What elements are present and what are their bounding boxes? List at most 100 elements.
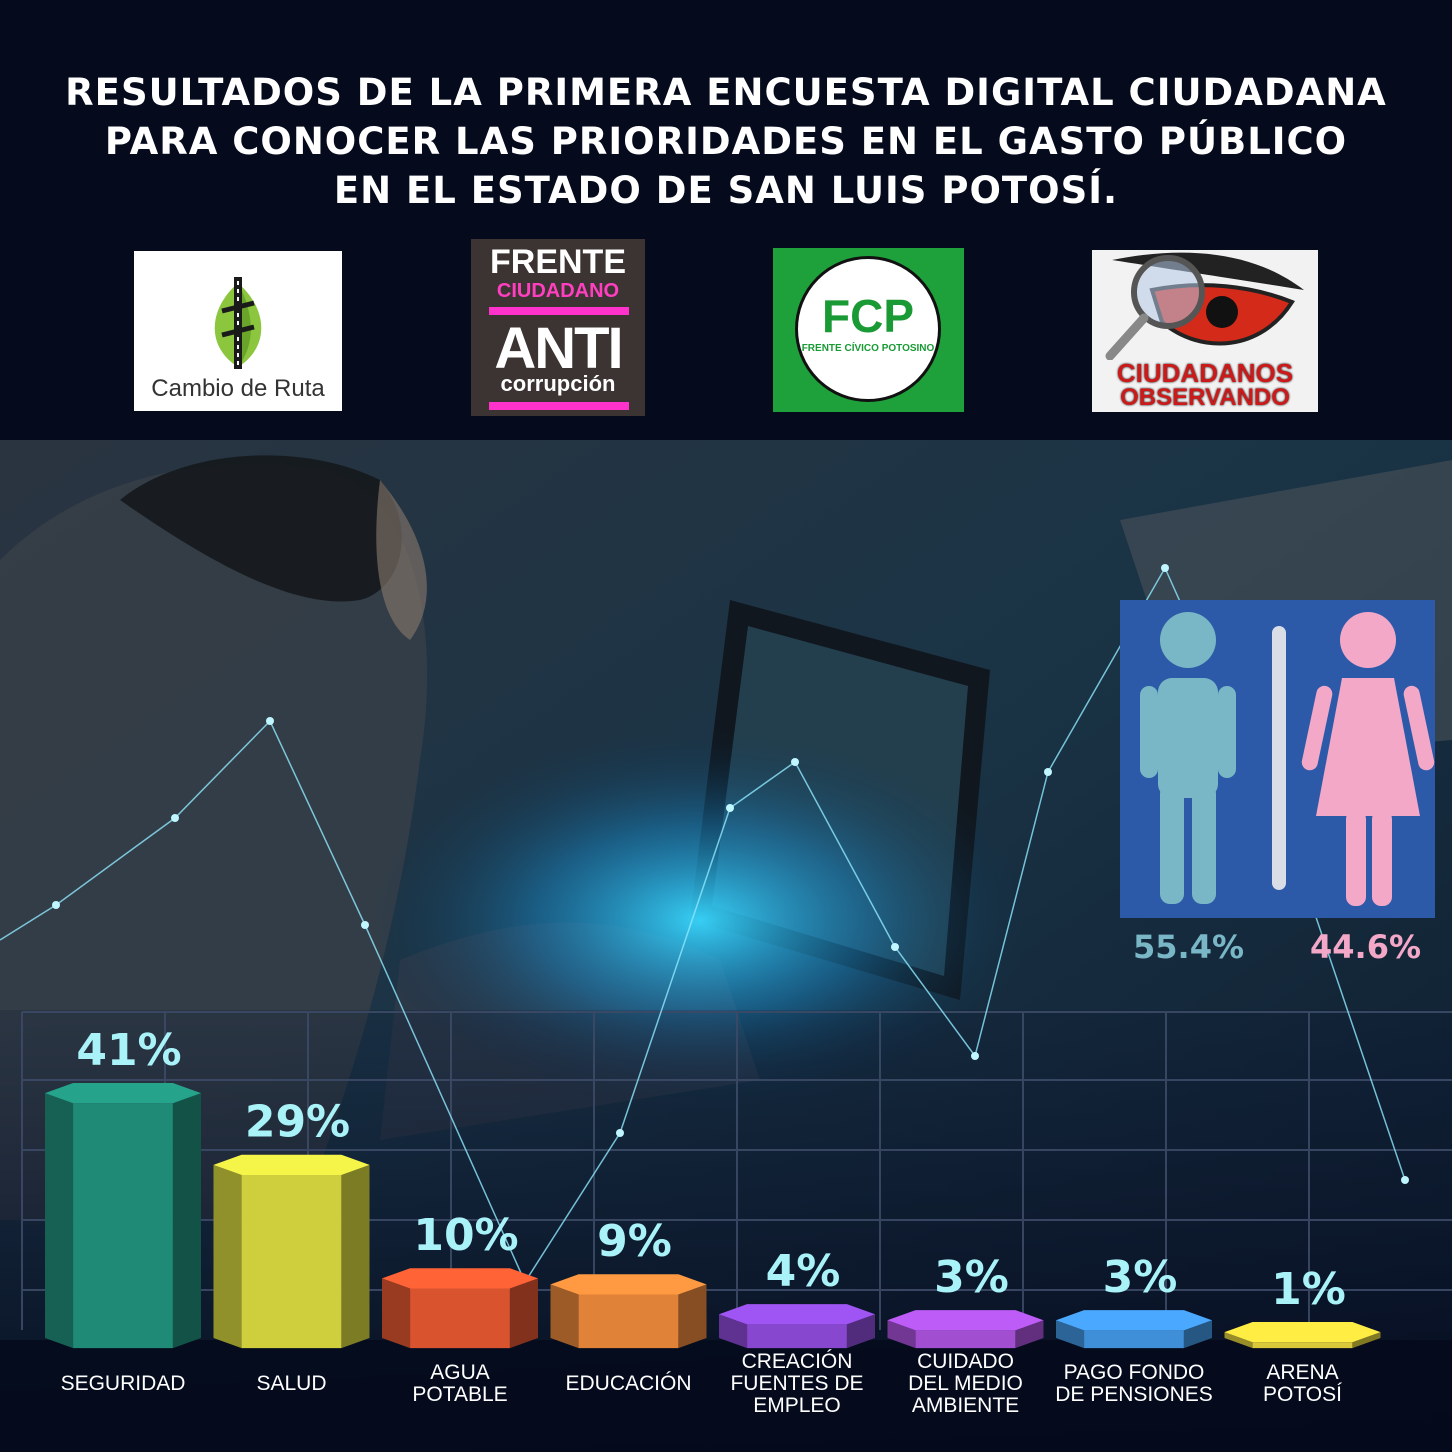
bar-face-front — [1252, 1342, 1353, 1349]
category-label: AGUA POTABLE — [375, 1362, 545, 1406]
category-label-line: SEGURIDAD — [60, 1372, 186, 1395]
frente-label: FRENTE — [490, 243, 626, 281]
value-label: 3% — [1103, 1252, 1178, 1303]
value-label: 10% — [413, 1210, 518, 1261]
category-label-line: DEL MEDIO — [908, 1372, 1023, 1395]
background-photo — [0, 440, 1452, 1452]
category-label: CREACIÓN FUENTES DE EMPLEO — [712, 1351, 882, 1417]
bar — [887, 1310, 1044, 1349]
category-label-line: SALUD — [256, 1372, 327, 1395]
bar-face-right — [1352, 1332, 1381, 1349]
category-label: ARENA POTOSÍ — [1218, 1362, 1388, 1406]
bar-cap — [719, 1304, 875, 1325]
category-label: PAGO FONDO DE PENSIONES — [1049, 1362, 1219, 1406]
category-label-line: CREACIÓN — [741, 1350, 853, 1373]
bar-cap — [550, 1274, 707, 1295]
ciudadano-label: CIUDADANO — [496, 280, 620, 302]
bar-face-front — [410, 1288, 510, 1349]
male-percentage: 55.4% — [1133, 928, 1245, 966]
value-label: 3% — [934, 1252, 1009, 1303]
bar-cap — [887, 1310, 1044, 1331]
category-label: SEGURIDAD — [38, 1373, 208, 1395]
value-label: 29% — [245, 1097, 350, 1148]
bar-face-right — [341, 1164, 370, 1349]
category-label-line: AGUA — [430, 1361, 490, 1384]
category-label-line: CUIDADO — [917, 1350, 1014, 1373]
bar-face-left — [382, 1278, 411, 1349]
frente-civico-potosino-logo: FCP FRENTE CÍVICO POTOSINO — [773, 248, 964, 412]
gender-panel — [1120, 600, 1435, 918]
leaf-icon — [214, 277, 262, 369]
gender-figures — [1140, 612, 1435, 906]
female-figure-icon — [1301, 612, 1435, 906]
bar-face-left — [550, 1284, 579, 1349]
bar — [382, 1268, 538, 1349]
value-label: 41% — [76, 1025, 181, 1076]
bar-face-left — [45, 1093, 74, 1349]
category-label-line: POTABLE — [412, 1383, 508, 1406]
bar-face-left — [887, 1320, 916, 1349]
bar — [1224, 1322, 1381, 1349]
bar-cap — [213, 1154, 370, 1175]
divider — [489, 307, 629, 315]
ciudadanos-observando-logo: CIUDADANOS OBSERVANDO — [1092, 250, 1318, 412]
divider — [489, 402, 629, 410]
bar-face-right — [678, 1284, 707, 1349]
category-label-line: DE PENSIONES — [1055, 1383, 1213, 1406]
bar — [213, 1154, 370, 1349]
bar-cap — [45, 1083, 201, 1104]
bar-face-front — [915, 1330, 1016, 1349]
category-label: EDUCACIÓN — [544, 1373, 714, 1395]
bar-face-left — [1056, 1320, 1085, 1349]
bar-face-front — [1084, 1330, 1184, 1349]
bar-cap — [1224, 1322, 1381, 1343]
bar — [1056, 1310, 1212, 1349]
bar-face-right — [1183, 1320, 1212, 1349]
fcp-short-label: FCP — [822, 290, 914, 342]
title-line-2: PARA CONOCER LAS PRIORIDADES EN EL GASTO… — [104, 120, 1348, 163]
value-label: 4% — [766, 1246, 841, 1297]
bar — [45, 1083, 201, 1349]
value-label: 1% — [1271, 1264, 1346, 1315]
eye-magnifier-icon — [1105, 252, 1304, 360]
cambio-de-ruta-logo: Cambio de Ruta — [134, 251, 342, 411]
observando-label: OBSERVANDO — [1120, 384, 1290, 411]
anti-label: ANTI — [494, 316, 623, 381]
category-label-line: EDUCACIÓN — [565, 1372, 692, 1395]
header: RESULTADOS DE LA PRIMERA ENCUESTA DIGITA… — [0, 0, 1452, 440]
bar — [719, 1304, 875, 1349]
category-label-line: ARENA — [1266, 1361, 1339, 1384]
bar-face-front — [241, 1174, 342, 1349]
bar-face-left — [719, 1314, 748, 1349]
bar-face-front — [73, 1103, 173, 1349]
title-line-3: EN EL ESTADO DE SAN LUIS POTOSÍ. — [333, 169, 1119, 212]
bar-face-front — [747, 1324, 847, 1349]
value-label: 9% — [597, 1216, 672, 1267]
category-label-line: PAGO FONDO — [1063, 1361, 1205, 1384]
bar-face-left — [1224, 1332, 1253, 1349]
gender-divider — [1272, 626, 1286, 890]
male-figure-icon — [1140, 612, 1236, 904]
category-label-line: EMPLEO — [753, 1394, 841, 1417]
frente-ciudadano-anticorrupcion-logo: FRENTE CIUDADANO ANTI corrupción — [471, 239, 645, 416]
bar-cap — [1056, 1310, 1212, 1331]
bar-face-right — [846, 1314, 875, 1349]
bar-face-front — [578, 1294, 679, 1349]
category-label-line: FUENTES DE — [730, 1372, 864, 1395]
bar-cap — [382, 1268, 538, 1289]
category-label-line: POTOSÍ — [1263, 1383, 1342, 1406]
page-title: RESULTADOS DE LA PRIMERA ENCUESTA DIGITA… — [0, 68, 1452, 215]
title-line-1: RESULTADOS DE LA PRIMERA ENCUESTA DIGITA… — [65, 71, 1387, 114]
category-label-line: AMBIENTE — [911, 1394, 1020, 1417]
category-label: CUIDADO DEL MEDIO AMBIENTE — [881, 1351, 1051, 1417]
fcp-circle: FCP FRENTE CÍVICO POTOSINO — [795, 256, 941, 402]
bar-face-left — [213, 1164, 242, 1349]
bar — [550, 1274, 707, 1349]
corrupcion-label: corrupción — [500, 371, 616, 396]
bar-face-right — [1015, 1320, 1044, 1349]
bar-face-right — [172, 1093, 201, 1349]
cambio-de-ruta-label: Cambio de Ruta — [151, 375, 325, 402]
category-label: SALUD — [207, 1373, 377, 1395]
